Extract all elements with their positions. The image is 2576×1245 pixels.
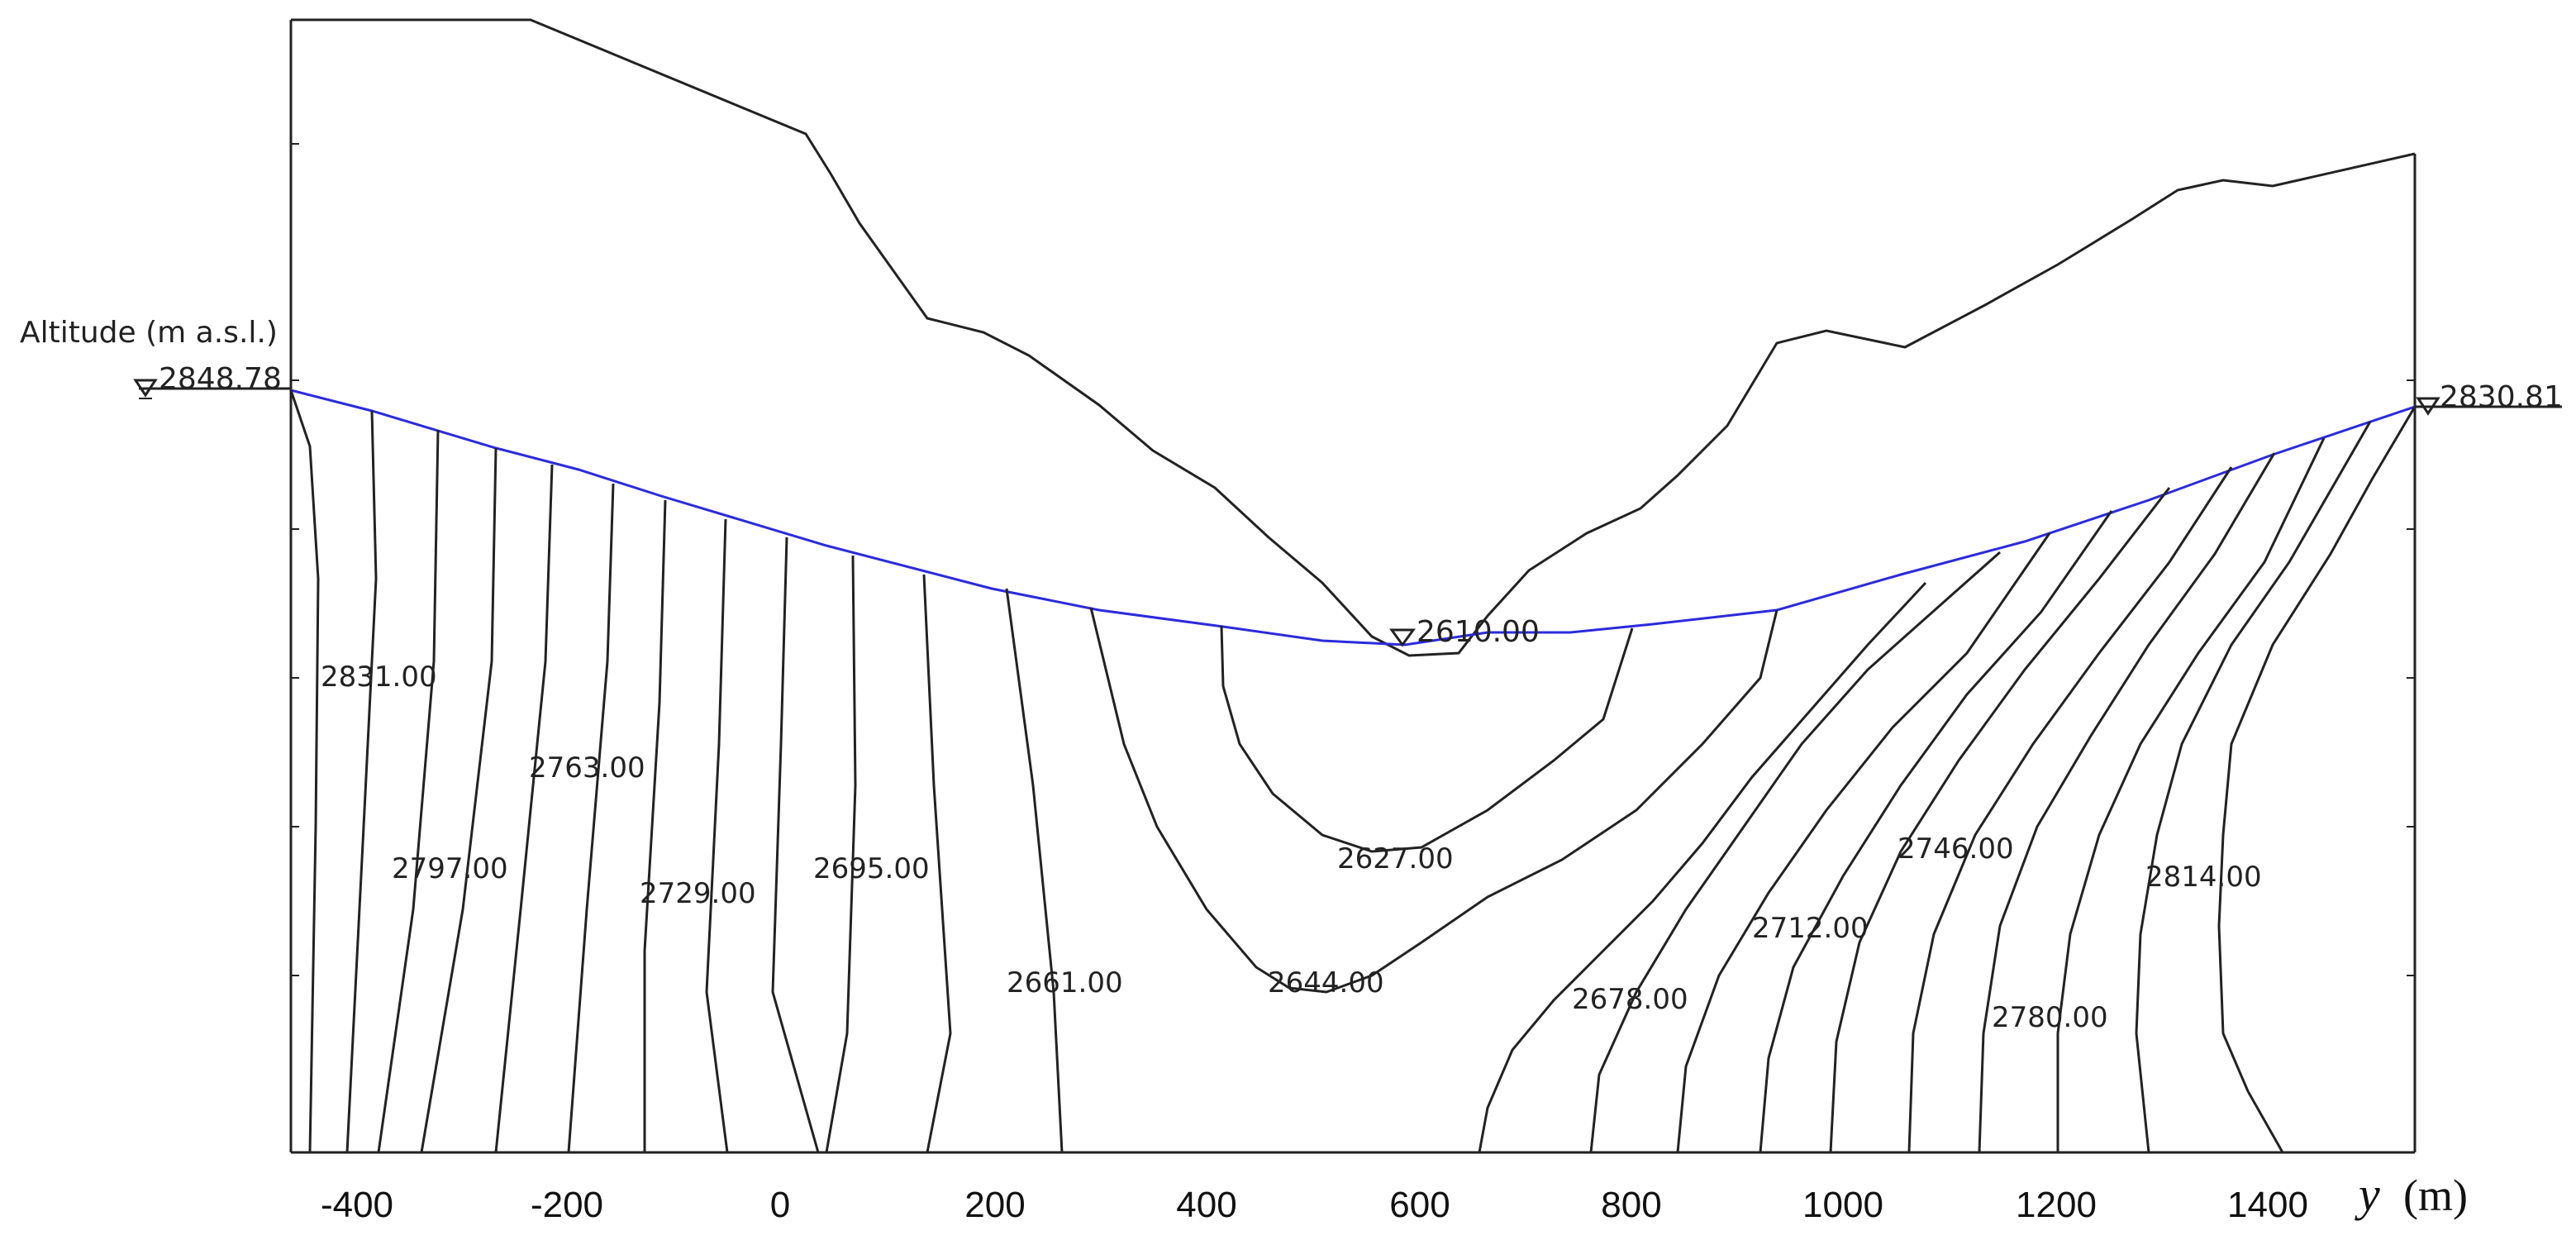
svg-text:2746.00: 2746.00 <box>1897 832 2014 866</box>
svg-text:2661.00: 2661.00 <box>1007 966 1123 999</box>
left-axis-ticks <box>291 143 299 976</box>
right-axis-ticks <box>2407 379 2415 976</box>
x-tick-label: -200 <box>531 1185 603 1225</box>
x-axis-tick-labels: -400 -200 0 200 400 600 800 1000 1200 14… <box>321 1185 2308 1225</box>
x-axis-unit: (m) <box>2403 1171 2468 1220</box>
x-tick-label: 1400 <box>2227 1185 2308 1225</box>
svg-text:2780.00: 2780.00 <box>1992 1001 2108 1034</box>
svg-text:2729.00: 2729.00 <box>640 877 756 910</box>
x-tick-label: 400 <box>1176 1185 1236 1225</box>
right-level-label: 2830.81 <box>2440 380 2563 414</box>
valley-level-marker <box>1389 628 1416 647</box>
contour-lines <box>289 389 2416 1153</box>
svg-text:2797.00: 2797.00 <box>392 852 508 885</box>
x-axis-variable: y <box>2355 1167 2380 1221</box>
contour-labels: 2831.00 2763.00 2797.00 2729.00 2695.00 … <box>321 661 2262 1034</box>
svg-text:2712.00: 2712.00 <box>1752 912 1869 945</box>
left-level-marker <box>133 379 291 399</box>
svg-text:2644.00: 2644.00 <box>1268 966 1384 999</box>
altitude-label: Altitude (m a.s.l.) <box>20 316 278 350</box>
valley-level-label: 2610.00 <box>1417 615 1540 649</box>
x-tick-label: 600 <box>1389 1185 1450 1225</box>
svg-text:2763.00: 2763.00 <box>529 751 645 785</box>
svg-text:2831.00: 2831.00 <box>321 661 437 694</box>
x-tick-label: 800 <box>1601 1185 1661 1225</box>
x-tick-label: -400 <box>321 1185 393 1225</box>
svg-text:2814.00: 2814.00 <box>2145 861 2262 894</box>
svg-text:2695.00: 2695.00 <box>813 852 930 885</box>
svg-text:2627.00: 2627.00 <box>1337 842 1454 875</box>
x-tick-label: 1000 <box>1802 1185 1883 1225</box>
x-tick-label: 200 <box>964 1185 1025 1225</box>
right-level-marker <box>2415 397 2562 416</box>
left-level-label: 2848.78 <box>159 362 282 396</box>
svg-text:2678.00: 2678.00 <box>1572 983 1688 1016</box>
x-tick-label: 0 <box>770 1185 790 1225</box>
x-tick-label: 1200 <box>2016 1185 2097 1225</box>
water-table-line <box>290 389 2416 646</box>
